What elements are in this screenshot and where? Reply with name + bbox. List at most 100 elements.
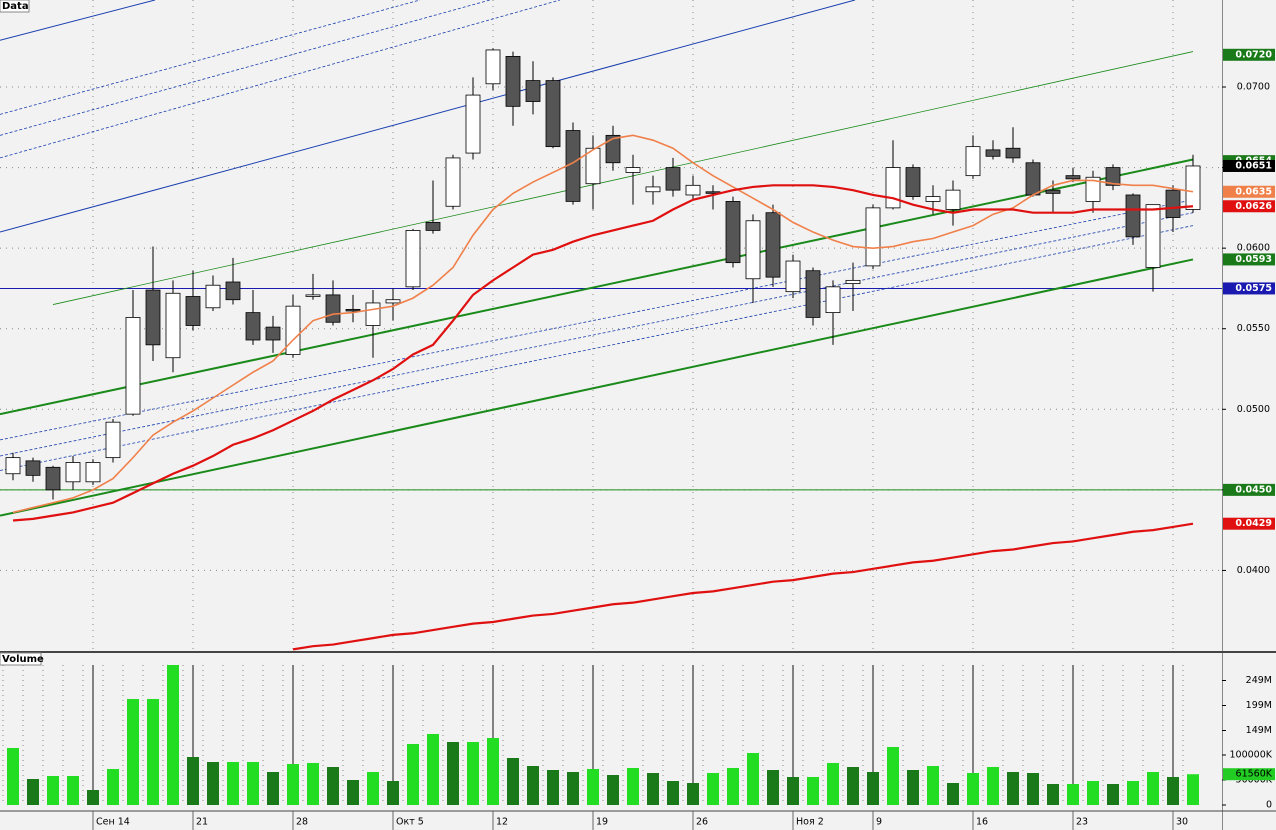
candle-body: [505, 55, 521, 107]
volume-bar: [927, 766, 939, 805]
candle-body: [665, 167, 681, 191]
candle-body: [725, 201, 741, 264]
volume-bar: [387, 781, 399, 805]
x-tick-label: 19: [596, 817, 608, 828]
volume-bar: [407, 744, 419, 805]
y-tick-label: 0.0600: [1237, 243, 1270, 254]
volume-bar: [487, 738, 499, 805]
candle-body: [5, 457, 21, 475]
candle-body: [1125, 194, 1141, 238]
volume-bar: [107, 769, 119, 805]
price-marker: [1223, 200, 1275, 213]
candle-body: [865, 207, 881, 267]
volume-bar: [587, 769, 599, 805]
trendline: [0, 212, 1194, 457]
volume-bar: [207, 762, 219, 805]
y-tick-label: 0.0550: [1237, 323, 1270, 334]
candle-body: [765, 212, 781, 278]
y-tick-label: 149M: [1246, 725, 1272, 736]
candle-body: [605, 134, 621, 164]
volume-panel: 050000K100000K149M199M249M61560KСен 1421…: [2, 665, 1275, 830]
x-tick-label: 26: [696, 817, 708, 828]
volume-bar: [1027, 773, 1039, 805]
panel-label: Volume: [2, 654, 44, 665]
volume-bar: [1127, 781, 1139, 805]
volume-bar: [1107, 784, 1119, 805]
volume-bar: [727, 768, 739, 805]
plot: [0, 0, 1222, 651]
candle-body: [945, 189, 961, 210]
moving-average-line: [292, 522, 1194, 651]
volume-bar: [547, 770, 559, 805]
candle-body: [1085, 176, 1101, 202]
price-marker-label: 0.0450: [1235, 484, 1272, 495]
candle-body: [785, 260, 801, 293]
volume-bar: [227, 762, 239, 805]
candle-body: [185, 296, 201, 326]
volume-marker: [1223, 768, 1275, 781]
y-tick-label: 0.0500: [1237, 404, 1270, 415]
volume-bar: [887, 747, 899, 805]
volume-bar: [467, 742, 479, 805]
volume-bar: [507, 758, 519, 805]
volume-bar: [907, 770, 919, 805]
candle-body: [245, 312, 261, 341]
x-tick-label: Ноя 2: [796, 817, 824, 828]
volume-bar: [147, 699, 159, 805]
volume-bar: [67, 776, 79, 805]
volume-bar: [767, 770, 779, 805]
candle-body: [1045, 189, 1061, 194]
volume-bar: [667, 781, 679, 805]
x-tick-label: Окт 5: [396, 817, 424, 828]
candle-body: [525, 80, 541, 102]
x-tick-label: 23: [1076, 817, 1088, 828]
y-tick-label: 199M: [1246, 700, 1272, 711]
candle-body: [445, 157, 461, 207]
candle-body: [65, 462, 81, 483]
volume-bar: [867, 772, 879, 805]
volume-bar: [847, 767, 859, 805]
volume-bar: [427, 734, 439, 805]
candle-body: [165, 292, 181, 359]
panel-label-box: [0, 0, 30, 13]
volume-bar: [1187, 774, 1199, 805]
y-tick-label: 0.0400: [1237, 565, 1270, 576]
candle-body: [1025, 162, 1041, 196]
trendline: [0, 258, 1194, 517]
volume-bar: [367, 772, 379, 805]
x-tick-label: Сен 14: [96, 817, 130, 828]
candle-body: [85, 462, 101, 483]
volume-bar: [307, 763, 319, 805]
volume-bar: [1087, 781, 1099, 805]
candle-body: [385, 299, 401, 304]
x-tick-label: 30: [1176, 817, 1188, 828]
moving-average-line: [12, 134, 1194, 514]
candle-body: [425, 221, 441, 231]
candle-body: [805, 270, 821, 318]
price-marker-label: 0.0651: [1235, 160, 1272, 171]
trendline: [52, 51, 1194, 305]
volume-bar: [1007, 772, 1019, 805]
x-tick-label: 9: [876, 817, 882, 828]
moving-average-line: [12, 184, 1194, 522]
trendline: [0, 199, 1194, 441]
price-marker-label: 0.0575: [1235, 283, 1272, 294]
price-panel: 0.04000.04500.05000.05500.06000.06500.07…: [0, 0, 1275, 651]
price-marker-label: 0.0593: [1235, 254, 1272, 265]
trendline: [0, 0, 421, 115]
volume-bar: [527, 766, 539, 805]
volume-bar: [1167, 777, 1179, 805]
volume-bar: [167, 665, 179, 805]
candle-body: [1185, 165, 1201, 210]
candle-body: [265, 326, 281, 341]
candle-body: [825, 286, 841, 314]
trendline: [0, 0, 561, 159]
candle-body: [45, 466, 61, 491]
candle-body: [285, 305, 301, 355]
candle-body: [885, 167, 901, 209]
candle-body: [305, 294, 321, 297]
candle-body: [105, 421, 121, 459]
panel-label: Data: [2, 1, 29, 12]
